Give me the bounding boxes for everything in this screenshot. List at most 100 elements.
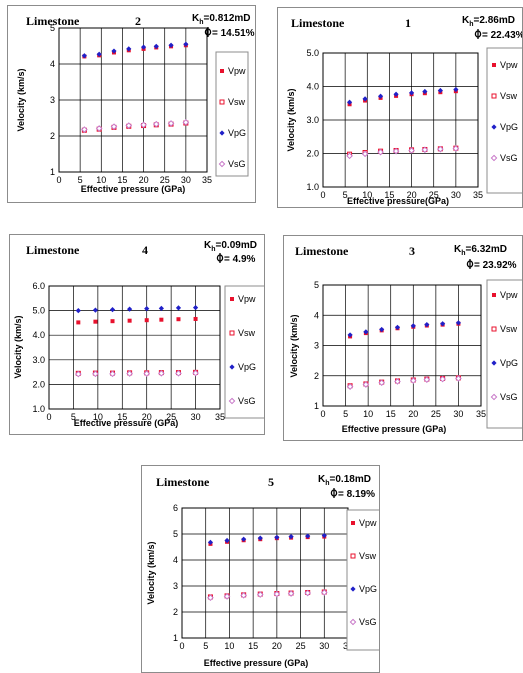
porosity-label: = 8.19% bbox=[330, 488, 375, 500]
gridlines bbox=[322, 284, 482, 407]
data-point bbox=[453, 86, 459, 93]
y-tick-label: 5.0 bbox=[306, 48, 319, 58]
plot-area bbox=[58, 27, 208, 173]
y-tick-label: 1.0 bbox=[32, 404, 45, 414]
legend-label: Vsw bbox=[500, 91, 518, 101]
data-point bbox=[111, 48, 117, 54]
data-point bbox=[423, 376, 431, 383]
data-point bbox=[175, 305, 182, 311]
data-point bbox=[75, 370, 82, 378]
legend-marker bbox=[229, 330, 235, 336]
y-axis-label: Velocity (km/s) bbox=[289, 314, 299, 377]
x-tick-label: 20 bbox=[408, 409, 418, 419]
y-tick-label: 5.0 bbox=[32, 306, 45, 316]
data-point bbox=[439, 375, 446, 383]
data-point bbox=[167, 120, 175, 127]
data-point bbox=[394, 378, 401, 385]
data-point bbox=[92, 370, 99, 378]
series-vsg bbox=[346, 375, 462, 390]
porosity-label: = 22.43% bbox=[474, 29, 522, 41]
data-point bbox=[93, 319, 98, 324]
legend-label: VpG bbox=[500, 358, 518, 368]
legend-label: VpG bbox=[238, 362, 256, 372]
data-point bbox=[81, 53, 87, 59]
legend-marker bbox=[230, 297, 234, 301]
data-point bbox=[392, 147, 400, 155]
data-point bbox=[421, 146, 429, 154]
x-tick-label: 15 bbox=[117, 175, 127, 185]
x-tick-label: 5 bbox=[71, 412, 76, 422]
data-point bbox=[109, 307, 116, 313]
plot-area bbox=[322, 284, 482, 407]
porosity-label: = 23.92% bbox=[466, 259, 517, 271]
x-tick-label: 30 bbox=[181, 175, 191, 185]
y-tick-label: 1.0 bbox=[306, 182, 319, 192]
y-tick-label: 1 bbox=[314, 401, 319, 411]
x-tick-label: 20 bbox=[272, 641, 282, 651]
data-point bbox=[110, 123, 118, 130]
svg-text:= 23.92%: = 23.92% bbox=[474, 260, 517, 271]
y-tick-label: 4 bbox=[173, 555, 178, 565]
data-point bbox=[437, 145, 444, 153]
legend-label: Vpw bbox=[238, 294, 256, 304]
chart-title: Limestone bbox=[291, 16, 345, 30]
data-point bbox=[321, 532, 327, 539]
legend: Vpw Vsw VpG VsG bbox=[486, 279, 522, 429]
legend-label: Vpw bbox=[359, 518, 377, 528]
data-point bbox=[273, 590, 281, 598]
data-point bbox=[182, 119, 190, 126]
y-tick-label: 2 bbox=[173, 607, 178, 617]
x-tick-label: 0 bbox=[320, 190, 325, 200]
data-point bbox=[455, 320, 462, 326]
data-point bbox=[96, 51, 102, 57]
x-tick-label: 25 bbox=[160, 175, 170, 185]
legend-marker bbox=[491, 93, 497, 99]
x-tick-label: 10 bbox=[362, 190, 372, 200]
x-tick-label: 5 bbox=[343, 190, 348, 200]
y-tick-label: 3.0 bbox=[32, 355, 45, 365]
chart-title: Limestone bbox=[26, 14, 80, 28]
data-point bbox=[409, 377, 417, 384]
x-tick-label: 30 bbox=[319, 641, 329, 651]
x-tick-label: 5 bbox=[203, 641, 208, 651]
legend-label: VsG bbox=[228, 159, 246, 169]
x-tick-label: 10 bbox=[224, 641, 234, 651]
data-point bbox=[109, 370, 116, 378]
x-tick-label: 0 bbox=[320, 409, 325, 419]
x-tick-label: 35 bbox=[202, 175, 212, 185]
gridlines bbox=[322, 52, 479, 188]
legend-marker bbox=[349, 618, 357, 626]
data-point bbox=[176, 317, 181, 322]
legend: Vpw Vsw VpG VsG bbox=[486, 47, 522, 194]
x-tick-label: 0 bbox=[46, 412, 51, 422]
chart-title: Limestone bbox=[156, 475, 210, 489]
y-axis-label: Velocity (km/s) bbox=[16, 68, 26, 131]
legend-marker bbox=[350, 553, 356, 559]
x-tick-label: 35 bbox=[215, 412, 225, 422]
legend-label: VpG bbox=[359, 584, 377, 594]
data-point bbox=[159, 317, 164, 322]
series-vsg bbox=[75, 369, 199, 378]
permeability-label: Kh=6.32mD bbox=[454, 244, 507, 257]
data-point bbox=[143, 370, 151, 377]
data-point bbox=[152, 120, 160, 128]
data-point bbox=[378, 379, 385, 387]
legend-marker bbox=[492, 63, 496, 67]
data-point bbox=[168, 42, 174, 48]
y-tick-label: 4.0 bbox=[32, 330, 45, 340]
data-point bbox=[408, 147, 415, 154]
data-point bbox=[158, 370, 165, 377]
x-tick-label: 15 bbox=[248, 641, 258, 651]
legend-label: VpG bbox=[500, 122, 518, 132]
sample-number: 2 bbox=[135, 14, 141, 28]
legend-marker bbox=[490, 393, 498, 401]
chart-svg: Limestone 1 Kh=2.86mD = 22.43% 0 5 10 15 20 25 30 3… bbox=[286, 15, 522, 206]
y-tick-label: 2.0 bbox=[306, 149, 319, 159]
chart-title: Limestone bbox=[26, 243, 80, 257]
legend: Vpw Vsw VpG VsG bbox=[346, 509, 379, 651]
plot-area bbox=[322, 52, 479, 188]
y-tick-label: 3 bbox=[314, 341, 319, 351]
chart-panel: Limestone 1 Kh=2.86mD = 22.43% 0 5 10 15 20 25 30 3… bbox=[277, 7, 523, 208]
y-tick-label: 5 bbox=[50, 23, 55, 33]
legend-label: Vpw bbox=[228, 66, 246, 76]
